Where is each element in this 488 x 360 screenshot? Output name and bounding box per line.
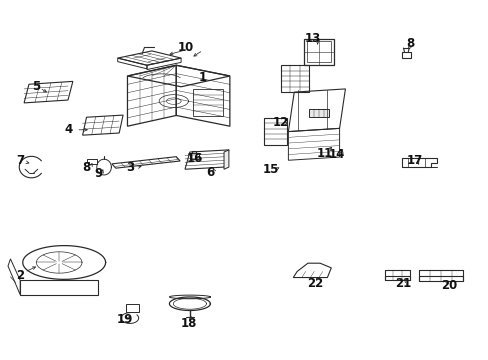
Text: 7: 7 xyxy=(16,154,24,167)
Polygon shape xyxy=(224,150,228,169)
Bar xyxy=(264,118,287,145)
Text: 12: 12 xyxy=(272,116,288,129)
Text: 22: 22 xyxy=(306,278,323,291)
Text: 2: 2 xyxy=(16,269,24,282)
Text: 9: 9 xyxy=(94,167,102,180)
Text: 21: 21 xyxy=(394,278,410,291)
Text: 13: 13 xyxy=(304,32,320,45)
Text: 18: 18 xyxy=(180,317,196,330)
Text: 5: 5 xyxy=(32,80,40,93)
Bar xyxy=(309,109,328,117)
Text: 3: 3 xyxy=(125,161,134,174)
Text: 10: 10 xyxy=(178,41,194,54)
Text: 11: 11 xyxy=(316,147,332,159)
Text: 8: 8 xyxy=(81,161,90,174)
Text: 17: 17 xyxy=(406,154,423,167)
Bar xyxy=(20,280,98,295)
Text: 15: 15 xyxy=(263,163,279,176)
Bar xyxy=(126,304,139,312)
Text: 16: 16 xyxy=(186,152,203,165)
Text: 8: 8 xyxy=(406,37,413,50)
Bar xyxy=(193,89,222,116)
Text: 20: 20 xyxy=(440,279,456,292)
Bar xyxy=(304,39,333,64)
Text: 14: 14 xyxy=(328,148,345,161)
Bar xyxy=(281,65,309,92)
Text: 1: 1 xyxy=(199,71,207,84)
Text: 4: 4 xyxy=(65,123,73,136)
Bar xyxy=(306,41,330,62)
Text: 6: 6 xyxy=(206,166,214,179)
Text: 19: 19 xyxy=(117,313,133,327)
